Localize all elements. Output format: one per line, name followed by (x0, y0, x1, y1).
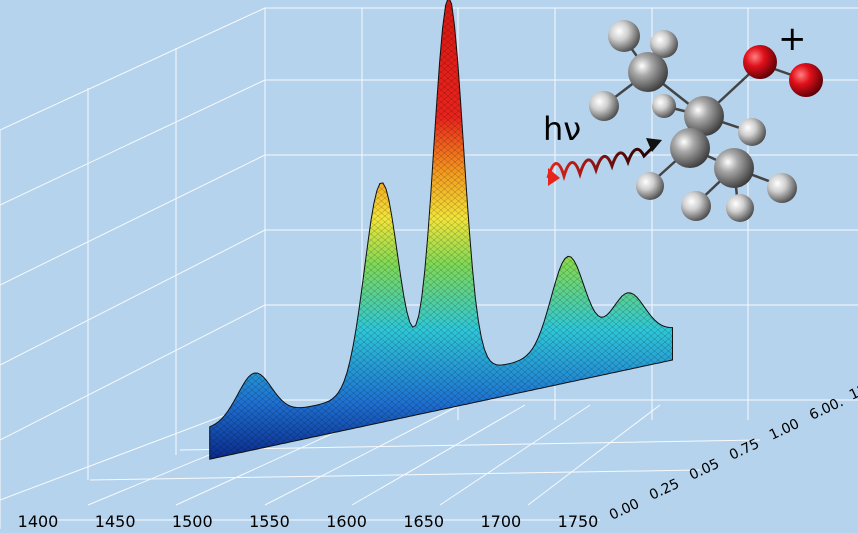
photon-wedge (548, 168, 560, 186)
hydrogen-atom (589, 91, 619, 121)
hydrogen-atom (608, 20, 640, 52)
depth-tick-label: 0.05 (687, 456, 722, 484)
photon-arrow-head (646, 138, 662, 152)
hydrogen-atom (650, 30, 678, 58)
surface-mesh (209, 0, 673, 460)
depth-tick-label: 0.00 (607, 496, 642, 524)
depth-tick-label: 6.00. (807, 394, 846, 424)
carbon-atom (684, 96, 724, 136)
x-tick-label: 1650 (403, 512, 444, 529)
x-tick-labels: 1400 1450 1500 1550 1600 1650 1700 1750 (18, 512, 599, 531)
molecule-model: + (589, 19, 823, 222)
hydrogen-atom (636, 172, 664, 200)
photon-wave (546, 144, 656, 182)
x-tick-label: 1550 (249, 512, 290, 529)
spectral-surface (209, 0, 673, 460)
x-tick-label: 1450 (95, 512, 136, 529)
hv-label: hν (543, 110, 581, 148)
hydrogen-atom (726, 194, 754, 222)
depth-tick-label: 12.00 (847, 372, 858, 403)
depth-tick-label: 1.00 (767, 416, 802, 444)
x-tick-label: 1750 (558, 512, 599, 529)
depth-tick-labels: 0.000.250.050.751.006.00.12.00 (607, 372, 858, 523)
hydrogen-atom (738, 118, 766, 146)
oxygen-atom (743, 45, 777, 79)
hydrogen-atom (767, 173, 797, 203)
x-tick-label: 1600 (326, 512, 367, 529)
x-tick-label: 1500 (172, 512, 213, 529)
hydrogen-atom (652, 94, 676, 118)
carbon-atom (670, 128, 710, 168)
x-tick-label: 1400 (18, 512, 59, 529)
x-tick-label: 1700 (480, 512, 521, 529)
carbon-atom (714, 148, 754, 188)
charge-label: + (778, 19, 807, 59)
photon-annotation: hν (543, 110, 662, 186)
depth-tick-label: 0.25 (647, 476, 682, 504)
hydrogen-atom (681, 191, 711, 221)
carbon-atom (628, 52, 668, 92)
oxygen-atom (789, 63, 823, 97)
